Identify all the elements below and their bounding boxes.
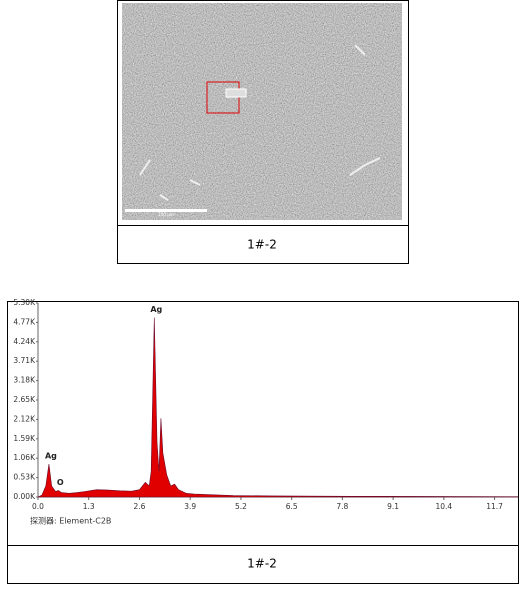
y-tick-label: 0.00K	[13, 492, 36, 501]
caption: 1#-2	[247, 557, 277, 571]
y-tick-label: 2.65K	[13, 395, 36, 404]
detector-label: 探测器: Element-C2B	[30, 516, 111, 526]
peak-label: Ag	[45, 452, 57, 461]
x-tick-label: 10.4	[436, 502, 453, 511]
plot: 0.00K 0.53K 1.06K 1.59K 2.12K 2.65K 3.18K 3.71K…	[13, 298, 519, 511]
y-tick-label: 4.24K	[13, 337, 36, 346]
y-tick-label: 5.30K	[13, 298, 36, 307]
y-tick-label: 3.18K	[13, 376, 36, 385]
x-tick-label: 11.7	[486, 502, 503, 511]
sem-feature	[139, 44, 381, 201]
x-tick-label: 1.3	[83, 502, 95, 511]
x-tick-label: 7.8	[336, 502, 348, 511]
figure-frame	[117, 0, 409, 264]
x-tick-label: 9.1	[387, 502, 399, 511]
caption: 1#-2	[247, 238, 277, 252]
scale-bar	[125, 209, 207, 212]
y-tick-label: 3.71K	[13, 356, 36, 365]
spectrum-area	[37, 317, 519, 498]
x-tick-label: 2.6	[133, 502, 145, 511]
x-tick-label: 5.2	[235, 502, 247, 511]
y-tick-label: 0.53K	[13, 473, 36, 482]
chart-frame	[7, 301, 519, 584]
x-tick-label: 0.0	[32, 502, 44, 511]
peak-label: Ag	[150, 305, 162, 314]
y-tick-label: 1.59K	[13, 434, 36, 443]
selection-tag	[225, 88, 247, 98]
peak-label: O	[57, 478, 64, 487]
y-tick-label: 1.06K	[13, 453, 36, 462]
scale-bar-label: 100 μm	[158, 212, 173, 217]
y-tick-label: 4.77K	[13, 317, 36, 326]
y-tick-label: 2.12K	[13, 414, 36, 423]
x-tick-label: 6.5	[286, 502, 298, 511]
sem-image	[122, 3, 402, 220]
x-tick-label: 3.9	[184, 502, 196, 511]
